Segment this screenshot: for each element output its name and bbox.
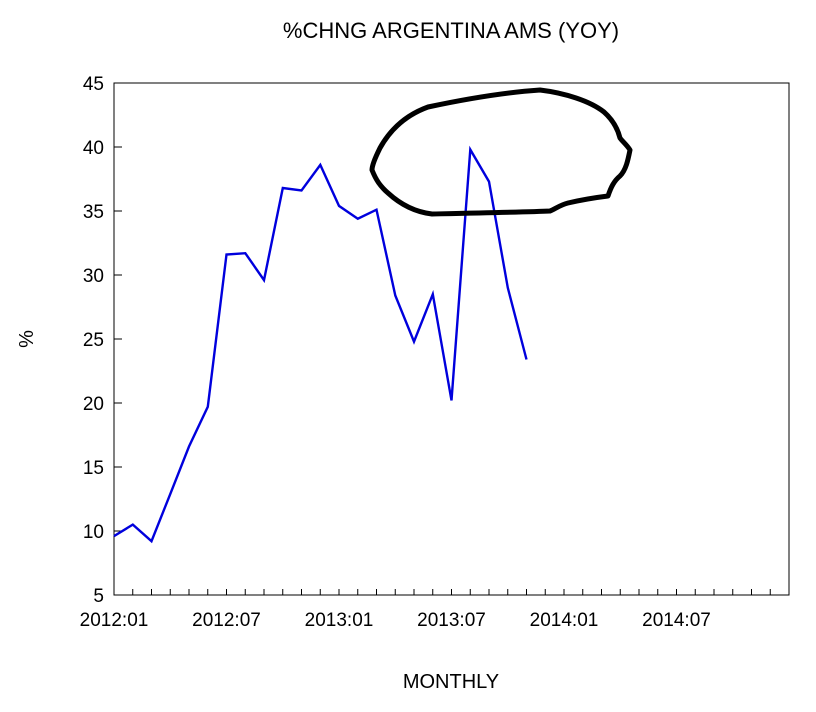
x-tick-label: 2013:01 [305,610,374,631]
y-tick-label: 5 [93,586,104,607]
y-tick-label: 25 [83,330,104,351]
y-tick-label: 20 [83,394,104,415]
y-tick-label: 30 [83,266,104,287]
y-axis: 5 10 15 20 25 30 35 40 45 [83,74,122,607]
y-tick-label: 35 [83,202,104,223]
y-tick-label: 40 [83,138,104,159]
x-tick-label: 2014:07 [642,610,711,631]
y-tick-label: 15 [83,458,104,479]
x-tick-label: 2013:07 [417,610,486,631]
x-axis-title: MONTHLY [403,671,499,693]
series-line [113,145,528,544]
x-tick-label: 2014:01 [530,610,599,631]
y-tick-label: 10 [83,522,104,543]
x-tick-label: 2012:07 [192,610,261,631]
hand-drawn-annotation-loop [369,87,633,217]
x-axis: 2012:01 2012:07 2013:01 2013:07 2014:01 2014:… [80,589,771,631]
y-tick-label: 45 [83,74,104,95]
chart-title: %CHNG ARGENTINA AMS (YOY) [283,18,619,43]
y-axis-title: % [16,330,38,348]
x-tick-label: 2012:01 [80,610,149,631]
